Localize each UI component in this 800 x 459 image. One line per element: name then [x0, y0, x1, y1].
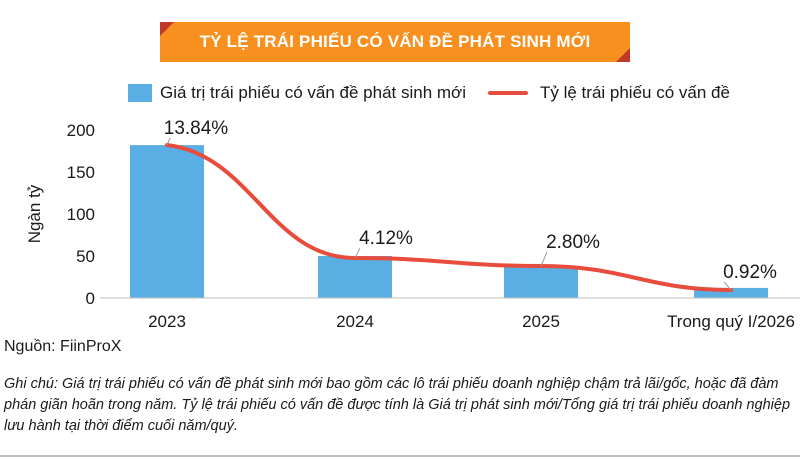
- bar: [318, 256, 392, 298]
- bar: [130, 145, 204, 298]
- y-tick-label: 50: [76, 247, 95, 266]
- x-tick-label: 2025: [522, 312, 560, 331]
- bar: [694, 287, 768, 298]
- bar: [504, 266, 578, 298]
- legend-line-label: Tỷ lệ trái phiếu có vấn đề: [540, 83, 730, 102]
- data-label: 0.92%: [723, 262, 777, 283]
- y-tick-label: 200: [67, 121, 95, 140]
- y-tick-label: 150: [67, 163, 95, 182]
- legend-bar-swatch: [128, 84, 152, 102]
- chart-title: TỶ LỆ TRÁI PHIẾU CÓ VẤN ĐỀ PHÁT SINH MỚI: [199, 32, 591, 51]
- data-label: 2.80%: [546, 232, 600, 253]
- data-label: 4.12%: [359, 228, 413, 249]
- data-label: 13.84%: [164, 118, 229, 139]
- chart-plot: Ngàn tỷ 0 50 100 150 200 2023 2024 2025 Trong quý…: [25, 118, 800, 331]
- legend-bar-entry: Giá trị trái phiếu có vấn đề phát sinh m…: [128, 82, 466, 104]
- x-tick-label: Trong quý I/2026: [667, 312, 795, 331]
- y-tick-label: 100: [67, 205, 95, 224]
- legend-line-entry: Tỷ lệ trái phiếu có vấn đề: [488, 82, 730, 104]
- line-series: [165, 143, 733, 292]
- y-tick-label: 0: [86, 289, 95, 308]
- title-banner: TỶ LỆ TRÁI PHIẾU CÓ VẤN ĐỀ PHÁT SINH MỚI: [160, 22, 630, 62]
- data-label-leader: [540, 251, 548, 267]
- data-label-leader: [166, 137, 171, 146]
- note-text: Ghi chú: Giá trị trái phiếu có vấn đề ph…: [4, 376, 791, 434]
- source-text: Nguồn: FiinProX: [4, 338, 122, 355]
- data-label-leader: [723, 281, 732, 291]
- title-banner-shape: [160, 22, 630, 62]
- legend-line-swatch: [488, 91, 528, 95]
- y-axis-label: Ngàn tỷ: [25, 184, 44, 243]
- bottom-divider: [0, 455, 800, 457]
- data-label-leader: [354, 247, 361, 259]
- x-tick-label: 2023: [148, 312, 186, 331]
- legend-bar-label: Giá trị trái phiếu có vấn đề phát sinh m…: [160, 83, 466, 102]
- x-tick-label: 2024: [336, 312, 374, 331]
